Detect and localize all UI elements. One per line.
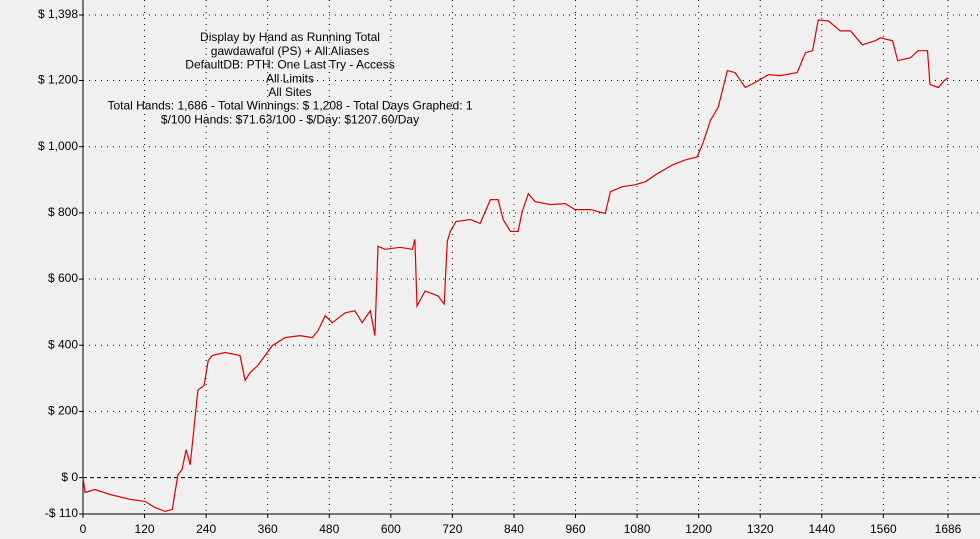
y-tick-label: $ 600 (48, 271, 78, 285)
x-tick-label: 240 (196, 522, 216, 536)
x-tick-label: 1686 (935, 522, 962, 536)
x-tick-label: 1440 (808, 522, 835, 536)
x-tick-label: 360 (258, 522, 278, 536)
y-tick-label: $ 1,200 (38, 73, 78, 87)
y-tick-label: $ 0 (61, 470, 78, 484)
y-tick-label: $ 1,398 (38, 7, 78, 21)
x-tick-label: 600 (381, 522, 401, 536)
annotation: All Sites (268, 85, 311, 99)
x-tick-label: 1320 (747, 522, 774, 536)
x-tick-label: 720 (442, 522, 462, 536)
annotation: Display by Hand as Running Total (200, 30, 380, 44)
x-tick-label: 960 (566, 522, 586, 536)
x-tick-label: 480 (319, 522, 339, 536)
x-tick-label: 1560 (870, 522, 897, 536)
y-tick-label: $ 800 (48, 205, 78, 219)
x-tick-label: 120 (135, 522, 155, 536)
x-tick-label: 1080 (624, 522, 651, 536)
x-tick-label: 840 (504, 522, 524, 536)
annotation: All Limits (266, 71, 314, 85)
x-tick-label: 0 (80, 522, 87, 536)
annotation: DefaultDB: PTH: One Last Try - Access (185, 58, 394, 72)
annotation: gawdawaful (PS) + All Aliases (211, 44, 369, 58)
y-tick-label: $ 1,000 (38, 139, 78, 153)
y-tick-label: $ 200 (48, 404, 78, 418)
annotation: $/100 Hands: $71.63/100 - $/Day: $1207.6… (161, 112, 419, 126)
data-line (82, 19, 949, 513)
annotation: Total Hands: 1,686 - Total Winnings: $ 1… (107, 99, 472, 113)
y-tick-label: $ 400 (48, 337, 78, 351)
y-tick-label: -$ 110 (45, 506, 78, 520)
x-tick-label: 1200 (685, 522, 712, 536)
